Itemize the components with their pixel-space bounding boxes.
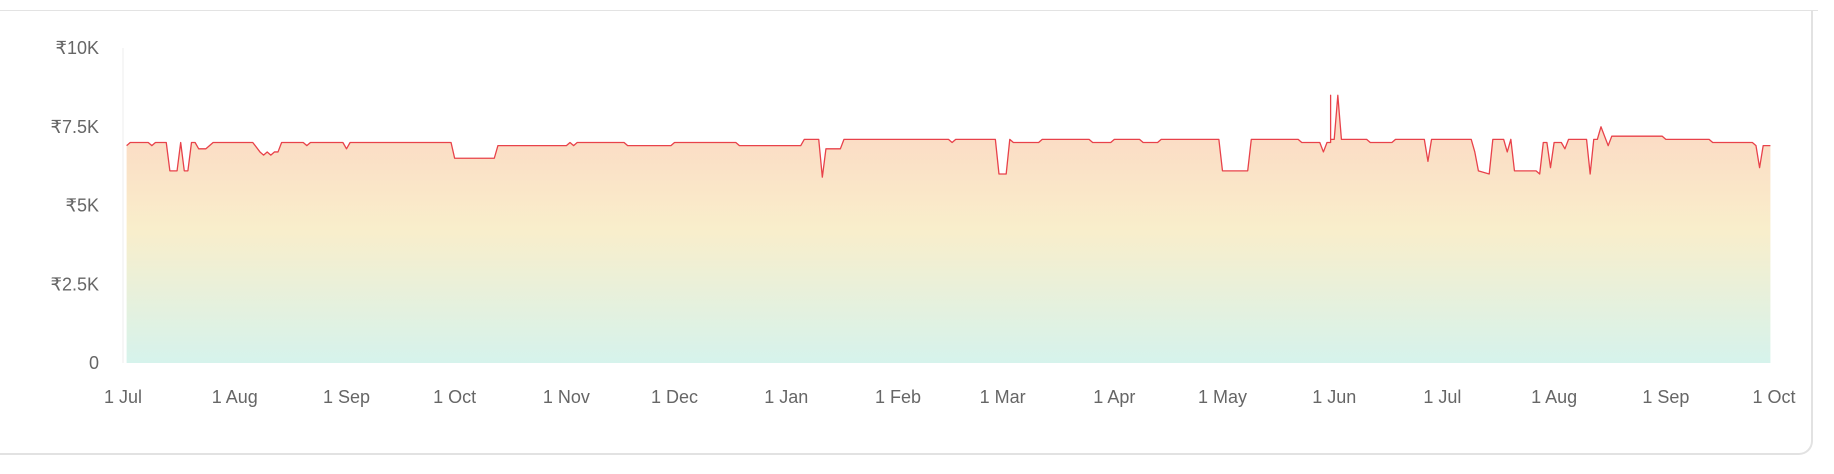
- y-tick-label: ₹2.5K: [51, 274, 99, 294]
- series-area-fill: [126, 95, 1771, 363]
- x-tick-label: 1 Jan: [764, 387, 808, 407]
- x-tick-label: 1 Oct: [433, 387, 476, 407]
- x-tick-label: 1 Jul: [1423, 387, 1461, 407]
- x-tick-label: 1 Sep: [1642, 387, 1689, 407]
- x-axis-labels: 1 Jul 1 Aug 1 Sep 1 Oct 1 Nov 1 Dec 1 Jan 1 Feb…: [104, 387, 1796, 407]
- x-tick-label: 1 Nov: [543, 387, 590, 407]
- x-tick-label: 1 Aug: [1531, 387, 1577, 407]
- y-axis-labels: 0 ₹2.5K ₹5K ₹7.5K ₹10K: [51, 38, 99, 373]
- series-group: [126, 94, 1771, 363]
- y-tick-label: ₹7.5K: [51, 117, 99, 137]
- x-tick-label: 1 Apr: [1093, 387, 1135, 407]
- x-tick-label: 1 Jun: [1312, 387, 1356, 407]
- x-tick-label: 1 Aug: [212, 387, 258, 407]
- chart-card: [0, 10, 1813, 455]
- x-tick-label: 1 Sep: [323, 387, 370, 407]
- x-tick-label: 1 Mar: [980, 387, 1026, 407]
- x-tick-label: 1 Dec: [651, 387, 698, 407]
- card-top-border: [0, 0, 1818, 11]
- x-tick-label: 1 Jul: [104, 387, 142, 407]
- x-tick-label: 1 May: [1198, 387, 1247, 407]
- x-tick-label: 1 Oct: [1752, 387, 1795, 407]
- series-line: [126, 94, 1771, 178]
- y-tick-label: 0: [89, 353, 99, 373]
- y-tick-label: ₹10K: [56, 38, 99, 58]
- y-tick-label: ₹5K: [66, 196, 99, 216]
- x-tick-label: 1 Feb: [875, 387, 921, 407]
